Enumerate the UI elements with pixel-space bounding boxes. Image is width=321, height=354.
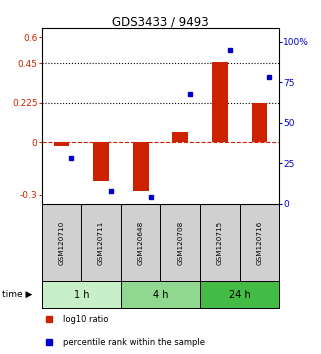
- Text: GSM120715: GSM120715: [217, 220, 223, 264]
- Text: time ▶: time ▶: [2, 290, 32, 299]
- Text: 4 h: 4 h: [153, 290, 168, 300]
- Bar: [172, 132, 188, 142]
- Text: log10 ratio: log10 ratio: [63, 315, 108, 324]
- Text: GSM120648: GSM120648: [138, 220, 144, 264]
- Text: GSM120716: GSM120716: [256, 220, 263, 264]
- Text: GSM120711: GSM120711: [98, 220, 104, 264]
- Text: 24 h: 24 h: [229, 290, 251, 300]
- Title: GDS3433 / 9493: GDS3433 / 9493: [112, 15, 209, 28]
- Bar: [212, 62, 228, 142]
- Bar: [42, 281, 121, 308]
- Bar: [200, 281, 279, 308]
- Bar: [121, 281, 200, 308]
- Bar: [133, 142, 149, 191]
- Bar: [252, 103, 267, 142]
- Text: percentile rank within the sample: percentile rank within the sample: [63, 338, 205, 347]
- Text: GSM120708: GSM120708: [177, 220, 183, 264]
- Bar: [93, 142, 109, 181]
- Text: 1 h: 1 h: [74, 290, 89, 300]
- Text: GSM120710: GSM120710: [58, 220, 65, 264]
- Bar: [54, 142, 69, 146]
